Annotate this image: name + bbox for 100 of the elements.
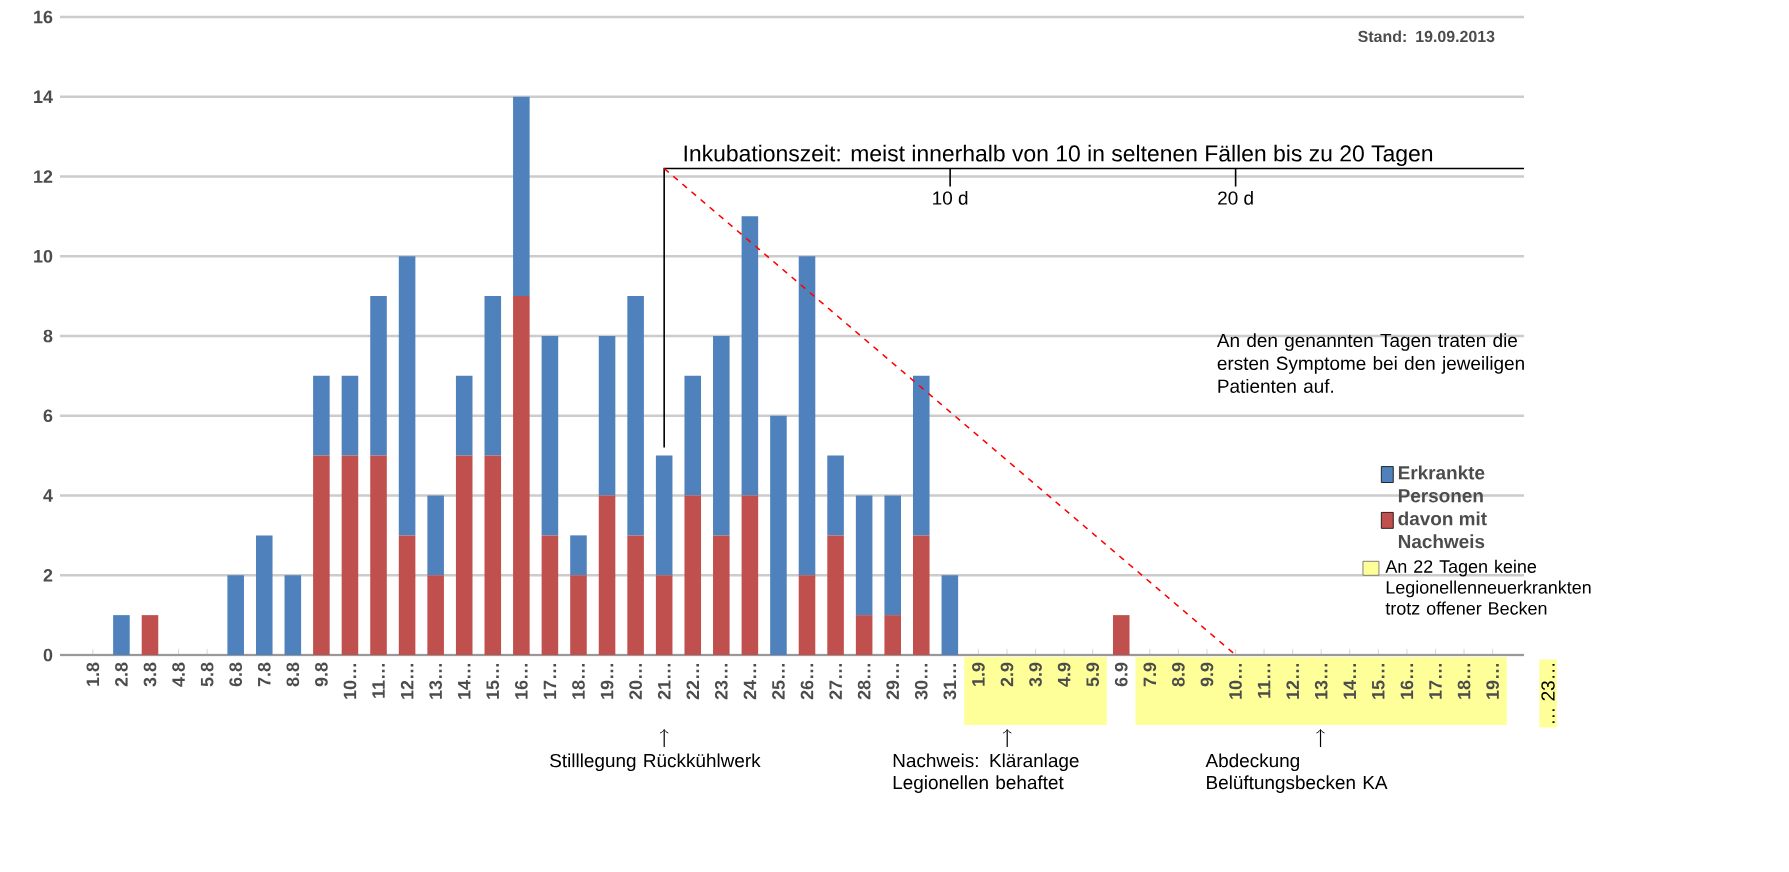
bar [255,535,273,655]
annotation: Inkubationszeit: meist innerhalb von 10 in seltenen Fällen bis zu 20 Tagen [684,144,1433,167]
x-tick-label: 30… [914,664,928,700]
x-tick-label: 8.8 [286,662,300,687]
y-tick-label: 0 [43,648,53,662]
x-tick-label: 3.9 [1029,662,1042,687]
annotation: An den genannten Tagen traten die ersten Symptome bei den jeweiligen Patienten auf. [1216,333,1524,393]
x-tick-label: 12… [1286,664,1299,699]
y-tick-label: 12 [34,170,53,183]
bar [513,296,530,655]
bar [313,375,330,456]
annotation: 10 d [933,190,968,205]
x-tick-label: 8.9 [1172,662,1185,687]
bar [341,455,359,655]
x-tick-label: 15… [486,664,500,699]
x-tick-label: 1.8 [86,662,100,686]
annotation: An 22 Tagen keine Legionellenneuerkrankten trotz offener Becken [1385,559,1591,615]
x-tick-label: 13… [1314,664,1328,699]
bar [770,415,787,655]
bar [113,615,130,655]
x-tick-label: 19… [1486,664,1499,699]
bar [484,455,502,655]
bar [655,455,673,576]
bar [227,575,244,655]
x-tick-label: 17… [1429,664,1442,699]
bar [941,575,959,655]
bar [455,375,473,456]
x-tick-label: 18… [572,664,585,699]
bar [427,495,444,576]
x-tick-label: 20… [629,664,642,700]
y-tick-label: 4 [43,489,53,502]
x-tick-label: 3.8 [143,662,157,687]
annotation: Stand: 19.09.2013 [1358,30,1495,43]
x-tick-label: 24… [743,664,757,700]
bar [598,335,616,496]
bar [798,575,816,655]
x-tick-label: 2.8 [115,662,128,687]
x-tick-label: 17… [543,664,557,699]
text: Stilllegung Rückkühlwerk [550,753,761,772]
bar [1112,615,1130,655]
text: … 23… [1541,663,1555,723]
bar [827,455,844,536]
x-tick-label: 9.9 [1200,662,1214,687]
bar [855,615,873,655]
x-tick-label: 5.9 [1086,662,1100,687]
x-tick-label: 19… [600,664,614,699]
bar [912,375,930,536]
bar [427,575,444,655]
bar [713,535,730,655]
bar [655,575,673,655]
text: Abdeckung Belüftungsbecken KA [1205,753,1388,793]
bar [455,455,473,655]
bar [398,535,416,655]
bar [141,615,159,655]
x-tick-label: 23… [714,664,728,700]
x-tick-label: 10… [1229,664,1242,699]
x-tick-label: 15… [1372,664,1385,699]
bar [570,535,587,576]
x-tick-label: 5.8 [200,662,214,687]
bar [513,96,530,297]
x-tick-label: 4.8 [172,662,185,687]
bar [398,256,416,536]
bar [484,296,502,456]
bar [855,495,873,616]
x-tick-label: 14… [1343,664,1356,699]
bar [684,375,702,496]
y-tick-label: 8 [43,329,53,343]
annotation: 20 d [1218,190,1253,205]
bar [713,335,730,536]
y-tick-label: 6 [43,409,53,423]
bar [884,615,901,655]
x-tick-label: 14… [458,664,471,699]
x-tick-label: 6.9 [1114,662,1128,687]
x-tick-label: 7.8 [257,662,271,687]
text: Nachweis: Kläranlage Legionellen behaftet [893,753,1079,793]
bar [541,535,559,655]
bar [570,575,587,655]
x-tick-label: 9.8 [315,662,328,687]
x-tick-label: 31… [943,664,957,700]
x-tick-label: 4.9 [1057,662,1071,687]
bar [884,495,901,616]
bar [598,495,616,655]
x-tick-label: 11… [1257,664,1271,698]
bar [684,495,702,655]
bar [284,575,302,655]
x-tick-label: 22… [686,664,700,700]
x-tick-label: 28… [857,664,871,700]
x-tick-label: 2.9 [1000,662,1014,687]
bar [627,296,644,536]
bar [370,455,387,655]
bar [798,256,816,576]
x-tick-label: 26… [800,664,814,700]
bar [313,455,330,655]
legend-label: davon mit Nachweis [1398,511,1487,549]
bar [341,375,359,456]
y-tick-label: 10 [34,249,53,263]
x-tick-label: 7.9 [1143,662,1157,687]
y-tick-label: 2 [43,568,53,582]
x-tick-label: 1.9 [972,662,985,686]
x-tick-label: 6.8 [229,662,243,687]
